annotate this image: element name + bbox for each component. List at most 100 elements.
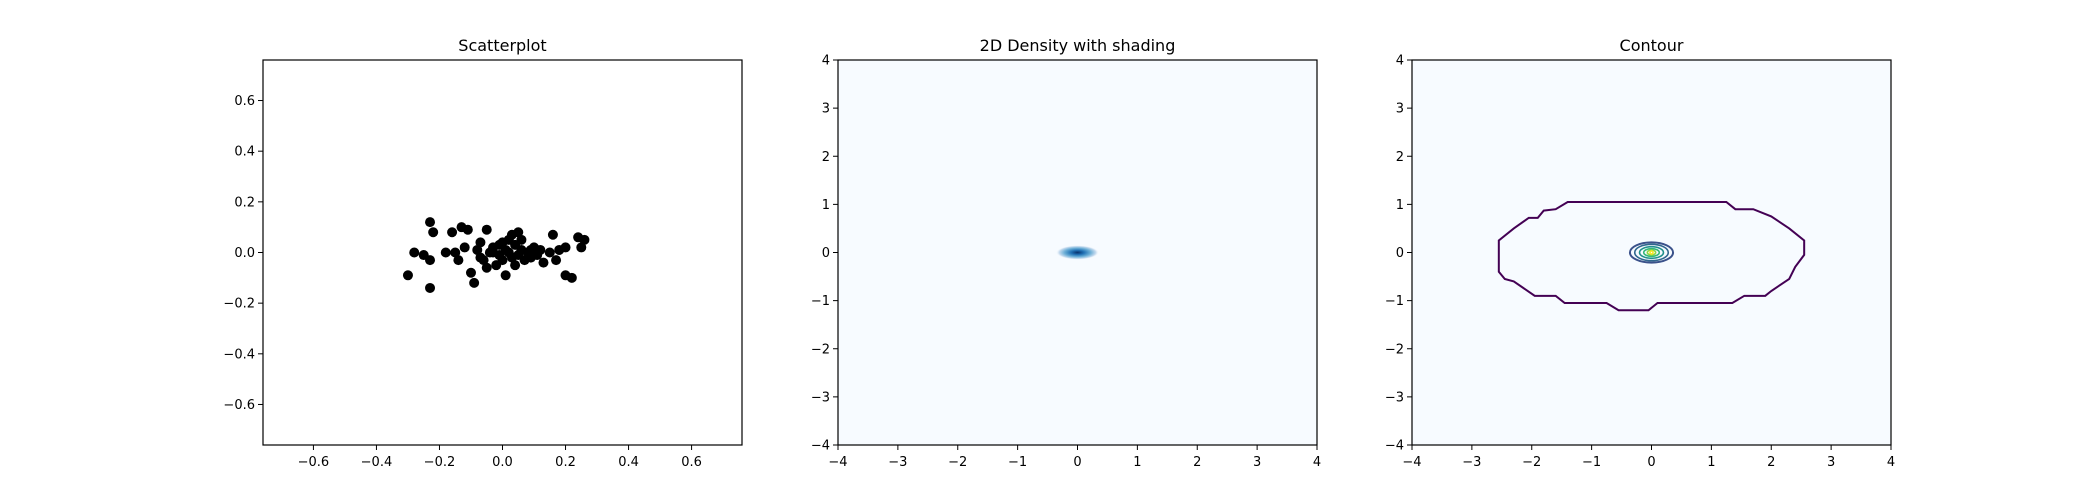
x-tick-label: −3 bbox=[1462, 455, 1481, 470]
scatter-point bbox=[544, 247, 555, 258]
x-tick-label: 0 bbox=[1647, 455, 1655, 470]
scatter-point bbox=[525, 244, 536, 255]
x-tick-label: 2 bbox=[1767, 455, 1775, 470]
contour-level bbox=[1633, 243, 1670, 262]
y-tick-label: −4 bbox=[811, 439, 830, 454]
y-tick-label: 4 bbox=[1396, 54, 1404, 69]
scatter-points bbox=[402, 217, 590, 293]
scatter-point bbox=[465, 267, 476, 278]
density-title: 2D Density with shading bbox=[980, 36, 1176, 55]
contour-inner-levels bbox=[1628, 241, 1675, 264]
x-tick-label: 4 bbox=[1313, 455, 1321, 470]
scatter-point bbox=[459, 242, 470, 253]
x-tick-label: −4 bbox=[828, 455, 847, 470]
scatter-point bbox=[402, 270, 413, 281]
y-tick-label: 0 bbox=[822, 246, 830, 261]
scatter-point bbox=[566, 272, 577, 283]
scatter-point bbox=[425, 282, 436, 293]
y-tick-label: −0.4 bbox=[223, 347, 255, 362]
x-tick-label: 0.0 bbox=[492, 455, 513, 470]
y-tick-label: −3 bbox=[1385, 390, 1404, 405]
y-tick-label: 0.4 bbox=[234, 145, 255, 160]
x-tick-label: −3 bbox=[888, 455, 907, 470]
x-tick-label: 3 bbox=[1253, 455, 1261, 470]
x-tick-label: −4 bbox=[1402, 455, 1421, 470]
scatter-point bbox=[547, 229, 558, 240]
y-tick-label: −1 bbox=[811, 294, 830, 309]
density-x-ticks: −4 −3 −2 −1 0 1 2 3 4 bbox=[828, 445, 1321, 470]
scatter-point bbox=[462, 224, 473, 235]
x-tick-label: 0.2 bbox=[555, 455, 576, 470]
y-tick-label: 3 bbox=[1396, 102, 1404, 117]
scatter-point bbox=[469, 277, 480, 288]
scatter-point bbox=[576, 242, 587, 253]
y-tick-label: −2 bbox=[1385, 342, 1404, 357]
x-tick-label: 3 bbox=[1827, 455, 1835, 470]
scatter-title: Scatterplot bbox=[458, 36, 546, 55]
scatter-point bbox=[475, 252, 486, 263]
x-tick-label: −0.4 bbox=[361, 455, 393, 470]
contour-level bbox=[1642, 247, 1661, 258]
scatter-point bbox=[409, 247, 420, 258]
x-tick-label: −0.6 bbox=[298, 455, 330, 470]
x-tick-label: 2 bbox=[1193, 455, 1201, 470]
y-tick-label: 3 bbox=[822, 102, 830, 117]
x-tick-label: 1 bbox=[1707, 455, 1715, 470]
x-tick-label: −1 bbox=[1008, 455, 1027, 470]
scatter-y-ticks: −0.6 −0.4 −0.2 0.0 0.2 0.4 0.6 bbox=[223, 94, 263, 413]
contour-level bbox=[1628, 241, 1675, 264]
scatter-point bbox=[510, 260, 521, 271]
y-tick-label: 0 bbox=[1396, 246, 1404, 261]
scatter-frame bbox=[262, 59, 743, 446]
y-tick-label: −3 bbox=[811, 390, 830, 405]
scatter-point bbox=[500, 270, 511, 281]
y-tick-label: 0.0 bbox=[234, 246, 255, 261]
x-tick-label: 1 bbox=[1133, 455, 1141, 470]
contour-level bbox=[1646, 249, 1657, 256]
density-y-ticks: −4 −3 −2 −1 0 1 2 3 4 bbox=[811, 54, 838, 454]
x-tick-label: −2 bbox=[948, 455, 967, 470]
scatter-point bbox=[481, 224, 492, 235]
density-peak bbox=[1055, 245, 1100, 260]
contour-outer-level bbox=[1497, 200, 1806, 312]
x-tick-label: −1 bbox=[1582, 455, 1601, 470]
scatter-point bbox=[440, 247, 451, 258]
y-tick-label: 4 bbox=[822, 54, 830, 69]
y-tick-label: 0.6 bbox=[234, 94, 255, 109]
scatter-point bbox=[503, 234, 514, 245]
scatter-point bbox=[450, 247, 461, 258]
y-tick-label: −2 bbox=[811, 342, 830, 357]
y-tick-label: 0.2 bbox=[234, 195, 255, 210]
scatter-point bbox=[488, 247, 499, 258]
scatter-point bbox=[560, 242, 571, 253]
scatter-point bbox=[475, 237, 486, 248]
scatter-point bbox=[535, 244, 546, 255]
scatter-panel: Scatterplot −0.6 −0.4 −0.2 0.0 0.2 0.4 0.6 −0.… bbox=[223, 36, 743, 470]
scatter-point bbox=[516, 234, 527, 245]
y-tick-label: −0.2 bbox=[223, 297, 255, 312]
scatter-point bbox=[497, 255, 508, 266]
y-tick-label: 2 bbox=[1396, 150, 1404, 165]
scatter-point bbox=[447, 227, 458, 238]
scatter-point bbox=[481, 262, 492, 273]
contour-panel: Contour −4 −3 −2 −1 0 1 2 3 4 −4 −3 −2 −1 0 1 2 3 4 bbox=[1385, 36, 1895, 470]
x-tick-label: 0.6 bbox=[681, 455, 702, 470]
x-tick-label: 4 bbox=[1887, 455, 1895, 470]
x-tick-label: −2 bbox=[1522, 455, 1541, 470]
contour-y-ticks: −4 −3 −2 −1 0 1 2 3 4 bbox=[1385, 54, 1412, 454]
contour-title: Contour bbox=[1620, 36, 1684, 55]
scatter-x-ticks: −0.6 −0.4 −0.2 0.0 0.2 0.4 0.6 bbox=[298, 445, 702, 470]
scatter-point bbox=[538, 257, 549, 268]
scatter-point bbox=[513, 227, 524, 238]
y-tick-label: −0.6 bbox=[223, 398, 255, 413]
contour-x-ticks: −4 −3 −2 −1 0 1 2 3 4 bbox=[1402, 445, 1895, 470]
x-tick-label: 0.4 bbox=[618, 455, 639, 470]
density-frame bbox=[837, 59, 1318, 446]
scatter-point bbox=[425, 217, 436, 228]
contour-level bbox=[1649, 250, 1654, 255]
scatter-point bbox=[579, 234, 590, 245]
x-tick-label: −0.2 bbox=[424, 455, 456, 470]
y-tick-label: −4 bbox=[1385, 439, 1404, 454]
scatter-point bbox=[453, 255, 464, 266]
